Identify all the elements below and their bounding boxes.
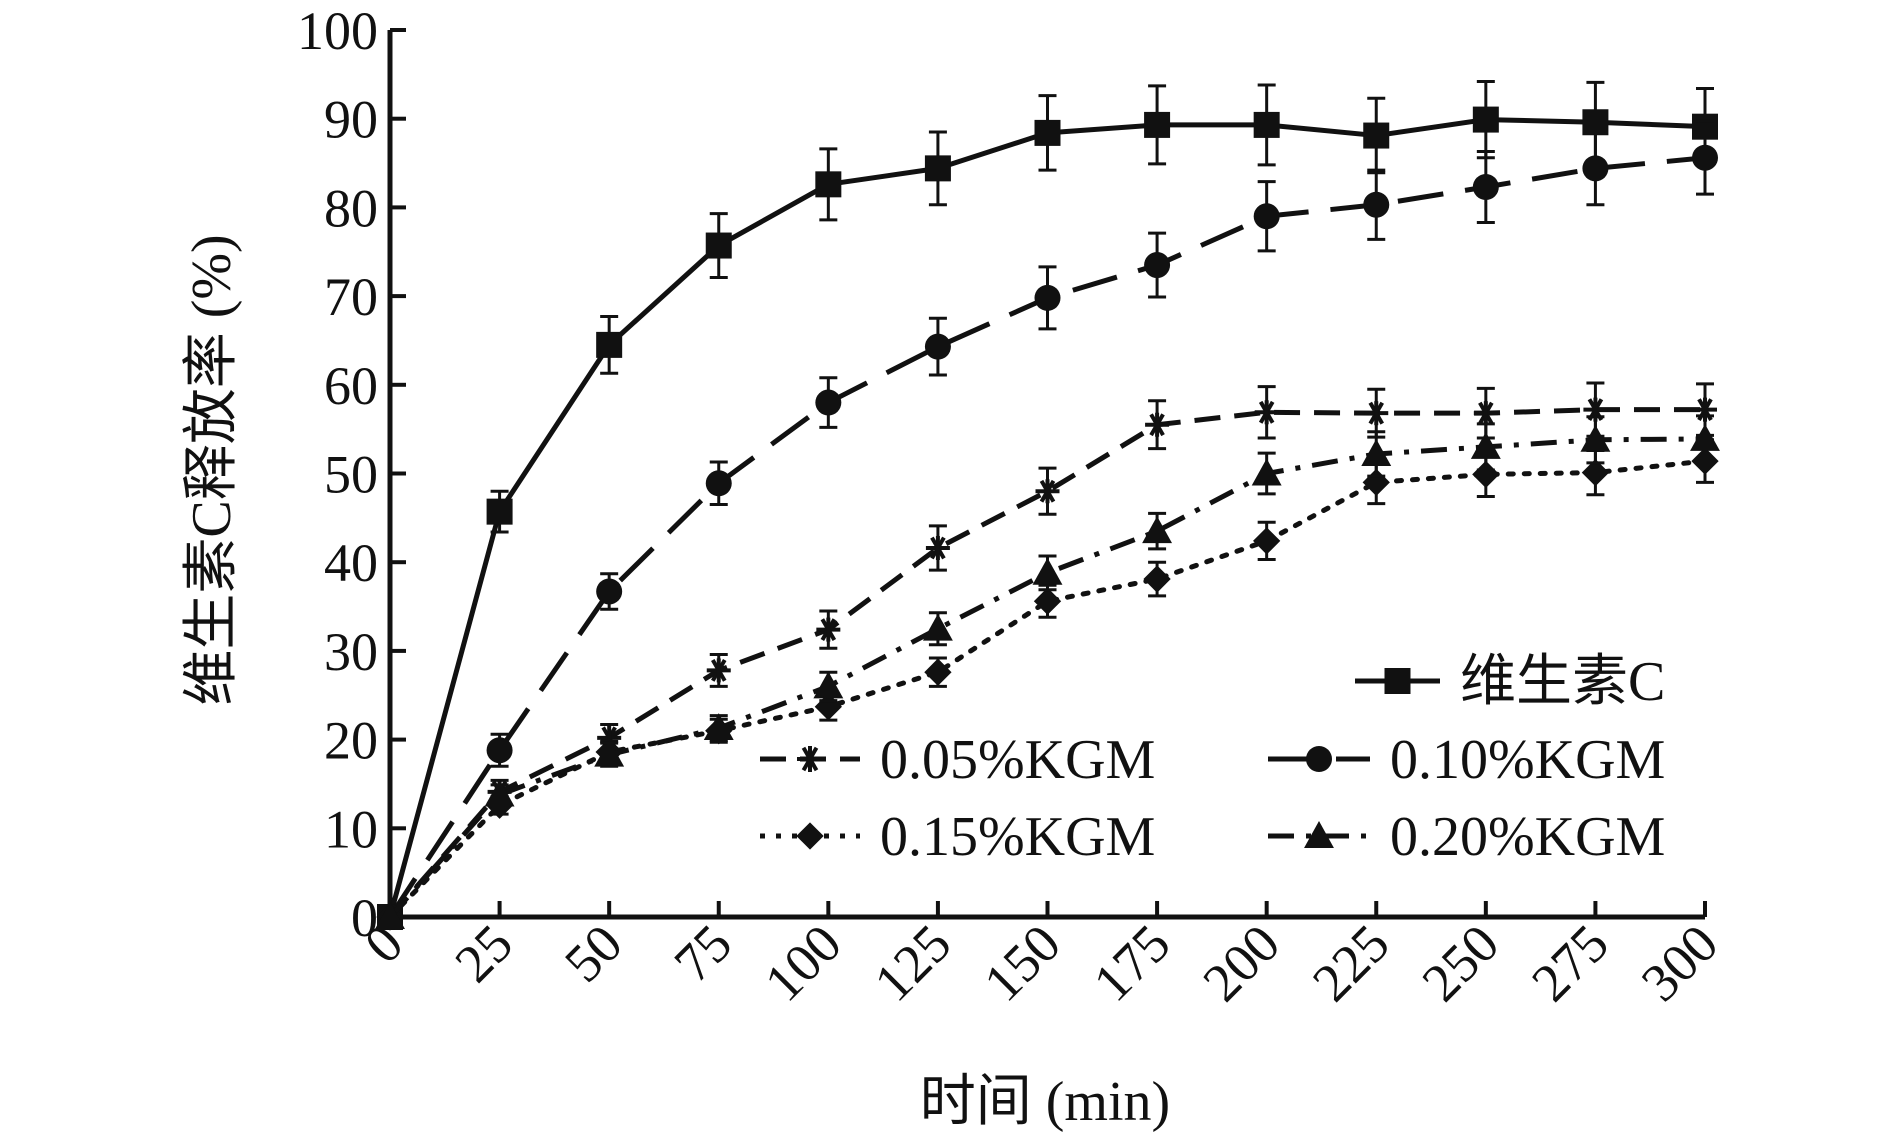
data-point [1253, 111, 1280, 138]
x-tick-label: 75 [663, 913, 744, 994]
series-4 [375, 414, 1720, 929]
data-point [1582, 155, 1609, 182]
legend-label: 维生素C [1460, 651, 1665, 713]
x-tick-label: 175 [1082, 913, 1182, 1013]
data-point [1142, 516, 1173, 544]
data-point [1690, 423, 1720, 451]
data-point [1363, 122, 1390, 149]
data-point [1033, 587, 1062, 615]
x-tick-label: 25 [443, 913, 524, 994]
data-point [703, 713, 734, 741]
data-point [1253, 203, 1280, 230]
data-point [1580, 424, 1611, 452]
y-tick-label: 70 [324, 267, 378, 327]
y-tick-label: 60 [324, 356, 378, 416]
data-point [1143, 565, 1171, 593]
data-point [924, 658, 952, 686]
legend-label: 0.10%KGM [1390, 729, 1665, 791]
data-point [815, 171, 842, 198]
legend-marker [1306, 746, 1332, 772]
data-point [925, 536, 950, 561]
data-point [1470, 431, 1501, 459]
legend-item-1: 0.05%KGM [760, 729, 1155, 791]
y-axis-title: 维生素C释放率 (%) [181, 234, 243, 705]
data-point [924, 333, 951, 360]
y-tick-label: 100 [297, 1, 378, 61]
y-tick-label: 0 [351, 888, 378, 948]
data-point [375, 902, 405, 929]
y-tick-label: 30 [324, 622, 378, 682]
series-group [375, 79, 1720, 931]
data-point [1251, 458, 1282, 486]
data-point [924, 155, 951, 182]
y-tick-label: 40 [324, 533, 378, 593]
data-point [815, 389, 842, 416]
legend-marker [796, 822, 824, 850]
x-axis-title: 时间 (min) [920, 1071, 1170, 1133]
data-point [1364, 401, 1389, 426]
data-point [1472, 173, 1499, 200]
data-point [1472, 460, 1500, 489]
legend: 维生素C 0.05%KGM 0.10%KGM 0.15%KGM 0.20%KGM [760, 651, 1665, 868]
data-point [813, 671, 844, 699]
data-point [706, 658, 731, 683]
y-tick-label: 50 [324, 445, 378, 505]
x-tick-label: 50 [553, 913, 634, 994]
x-tick-label: 300 [1630, 913, 1730, 1013]
y-tick-label: 90 [324, 90, 378, 150]
legend-label: 0.15%KGM [880, 806, 1155, 868]
data-point [596, 578, 623, 605]
legend-item-0: 维生素C [1355, 651, 1665, 713]
data-point [705, 232, 732, 259]
data-point [1473, 401, 1498, 426]
y-tick-label: 80 [324, 178, 378, 238]
data-point [1144, 252, 1171, 279]
x-tick-label: 225 [1301, 913, 1401, 1013]
legend-item-3: 0.15%KGM [760, 806, 1155, 868]
data-point [1254, 400, 1279, 425]
data-point [1034, 119, 1061, 146]
legend-item-4: 0.20%KGM [1268, 806, 1665, 868]
data-point [705, 470, 732, 497]
data-point [1032, 557, 1063, 585]
data-point [1363, 191, 1390, 218]
x-tick-label: 100 [753, 913, 853, 1013]
data-point [594, 739, 625, 767]
x-tick-label: 150 [972, 913, 1072, 1013]
series-line [387, 117, 1706, 918]
data-point [596, 331, 623, 358]
data-point [1692, 144, 1718, 171]
data-point [1581, 458, 1610, 487]
data-point [1361, 439, 1392, 466]
x-tick-label: 125 [863, 913, 963, 1013]
legend-marker [1384, 668, 1411, 694]
legend-item-2: 0.10%KGM [1268, 729, 1665, 791]
y-ticks: 0 10 20 30 40 50 60 70 80 90 100 [297, 1, 406, 948]
legend-marker [1304, 821, 1334, 848]
legend-marker [797, 746, 823, 772]
y-tick-label: 20 [324, 711, 378, 771]
data-point [922, 613, 953, 641]
data-point [1253, 527, 1281, 555]
y-tick-label: 10 [324, 799, 378, 859]
data-point [484, 779, 515, 807]
legend-label: 0.05%KGM [880, 729, 1155, 791]
data-point [1034, 284, 1061, 311]
x-tick-label: 250 [1411, 913, 1511, 1013]
data-point [486, 498, 513, 525]
data-point [1035, 479, 1060, 504]
data-point [1472, 106, 1499, 133]
legend-label: 0.20%KGM [1390, 806, 1665, 868]
data-point [816, 617, 841, 642]
data-point [1144, 111, 1171, 138]
x-tick-label: 275 [1520, 913, 1620, 1013]
data-point [486, 737, 513, 764]
data-point [1145, 412, 1170, 437]
x-tick-label: 200 [1191, 913, 1291, 1013]
